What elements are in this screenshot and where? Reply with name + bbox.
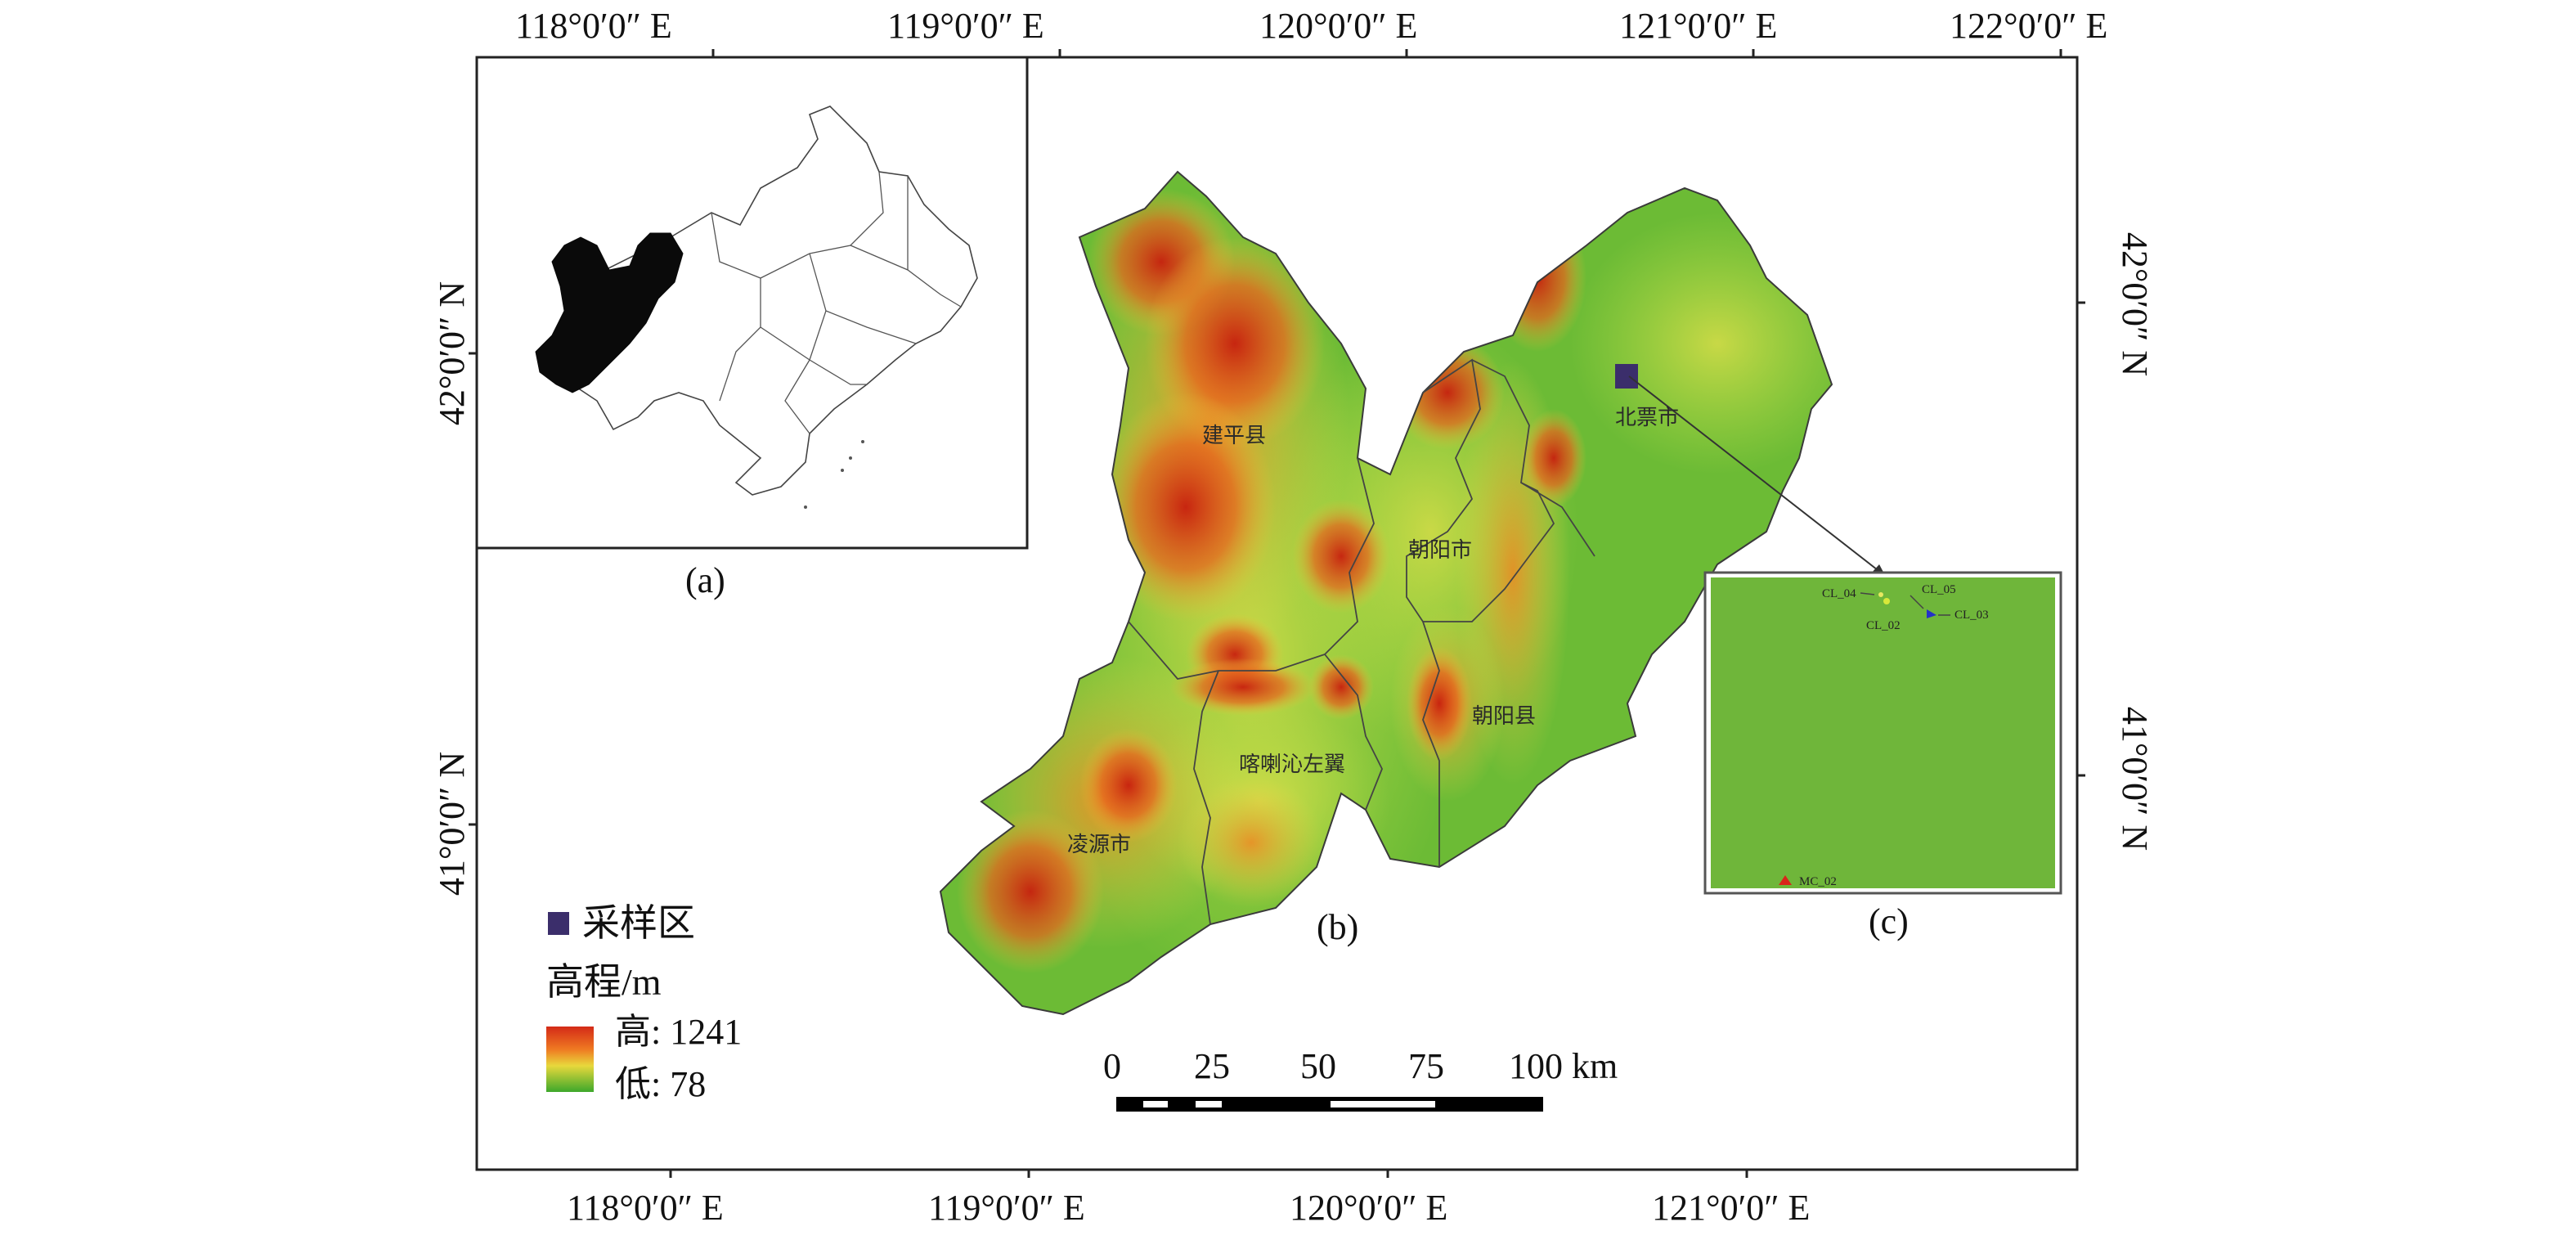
- coord-bottom-120: 120°0′0″ E: [1290, 1188, 1448, 1228]
- point-label-cl04: CL_04: [1822, 587, 1856, 600]
- coord-left-41: 41°0′0″ N: [432, 751, 472, 896]
- point-label-mc02: MC_02: [1799, 875, 1837, 888]
- top-ticks: [711, 49, 2062, 57]
- legend-sampling-label: 采样区: [582, 902, 695, 944]
- sample-point-cl03[interactable]: [1927, 609, 1936, 618]
- coord-bottom-118: 118°0′0″ E: [567, 1188, 724, 1228]
- point-label-cl05: CL_05: [1922, 583, 1956, 596]
- legend-sampling-swatch: [548, 912, 569, 935]
- coord-bottom-119: 119°0′0″ E: [928, 1188, 1085, 1228]
- sampling-area-marker[interactable]: [1615, 364, 1638, 389]
- scale-label-50: 50: [1300, 1046, 1336, 1086]
- coord-left-42: 42°0′0″ N: [432, 281, 472, 426]
- panel-label-b: (b): [1317, 907, 1359, 947]
- leader-line: [1628, 375, 1882, 573]
- sample-point-cl02[interactable]: [1883, 598, 1890, 604]
- county-label-beipiao: 北票市: [1615, 406, 1680, 429]
- sample-point-mc02[interactable]: [1779, 875, 1792, 885]
- coord-right-41: 41°0′0″ N: [2115, 706, 2155, 851]
- side-ticks: [469, 301, 2085, 826]
- sample-point-cl04[interactable]: [1878, 592, 1883, 597]
- scale-bar: [1116, 1097, 1543, 1112]
- county-boundaries: [1128, 358, 1595, 925]
- county-label-harqin: 喀喇沁左翼: [1239, 753, 1346, 776]
- legend-elevation-title: 高程/m: [546, 961, 662, 1003]
- coord-bottom-121: 121°0′0″ E: [1652, 1188, 1811, 1228]
- point-label-cl02: CL_02: [1866, 619, 1901, 632]
- panel-label-c: (c): [1869, 901, 1909, 941]
- scale-label-75: 75: [1408, 1046, 1444, 1086]
- study-region-highlight: [535, 232, 684, 393]
- panel-label-a: (a): [685, 560, 725, 600]
- scale-label-0: 0: [1103, 1046, 1121, 1086]
- legend-elevation-ramp: [546, 1027, 594, 1092]
- study-region: [940, 171, 1833, 1015]
- inset-a-panel: [475, 56, 1029, 550]
- coastal-islands: [804, 440, 864, 509]
- coord-top-122: 122°0′0″ E: [1950, 6, 2108, 46]
- bottom-ticks: [669, 1170, 1748, 1178]
- coord-top-119: 119°0′0″ E: [887, 6, 1044, 46]
- map-neatline: [475, 56, 2079, 1171]
- county-label-chaoyang-county: 朝阳县: [1472, 704, 1537, 728]
- coord-top-121: 121°0′0″ E: [1619, 6, 1778, 46]
- scale-label-100km: 100 km: [1509, 1046, 1618, 1086]
- county-label-jianping: 建平县: [1202, 424, 1267, 447]
- county-label-lingyuan: 凌源市: [1067, 833, 1132, 856]
- coord-right-42: 42°0′0″ N: [2115, 231, 2155, 377]
- coord-top-120: 120°0′0″ E: [1259, 6, 1418, 46]
- legend-low-label: 低: 78: [615, 1064, 707, 1104]
- county-label-chaoyang-city: 朝阳市: [1408, 538, 1473, 562]
- scale-label-25: 25: [1194, 1046, 1230, 1086]
- province-internal-boundaries: [711, 171, 962, 434]
- legend-high-label: 高: 1241: [615, 1012, 743, 1052]
- coord-top-118: 118°0′0″ E: [515, 6, 672, 46]
- province-outline: [563, 106, 978, 496]
- inset-c-panel: [1703, 571, 2062, 895]
- point-label-cl03: CL_03: [1954, 609, 1989, 622]
